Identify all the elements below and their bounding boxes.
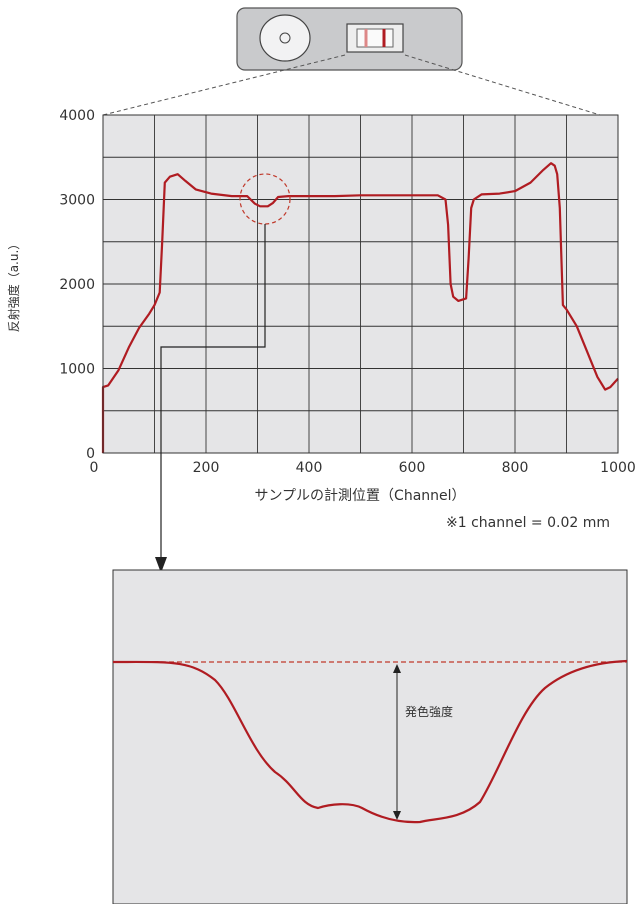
zoom-guide: [405, 55, 600, 115]
zoom-panel: [113, 570, 627, 904]
test-device: [237, 8, 462, 70]
x-axis-label: サンプルの計測位置（Channel）: [254, 488, 465, 504]
note: ※1 channel = 0.02 mm: [446, 515, 610, 531]
x-tick-label: 0: [90, 460, 99, 476]
y-tick-label: 3000: [59, 193, 95, 209]
x-tick-label: 400: [296, 460, 323, 476]
y-tick-label: 4000: [59, 108, 95, 124]
x-tick-label: 1000: [600, 460, 636, 476]
zoom-guide: [103, 55, 345, 115]
y-tick-label: 1000: [59, 362, 95, 378]
figure: 反射強度（a.u.） サンプルの計測位置（Channel） ※1 channel…: [0, 0, 638, 904]
x-tick-label: 600: [399, 460, 426, 476]
y-axis-label: 反射強度（a.u.）: [6, 238, 21, 333]
x-tick-label: 200: [193, 460, 220, 476]
x-tick-label: 800: [502, 460, 529, 476]
y-tick-label: 0: [86, 446, 95, 462]
annotation: 発色強度: [405, 704, 453, 719]
y-tick-label: 2000: [59, 277, 95, 293]
